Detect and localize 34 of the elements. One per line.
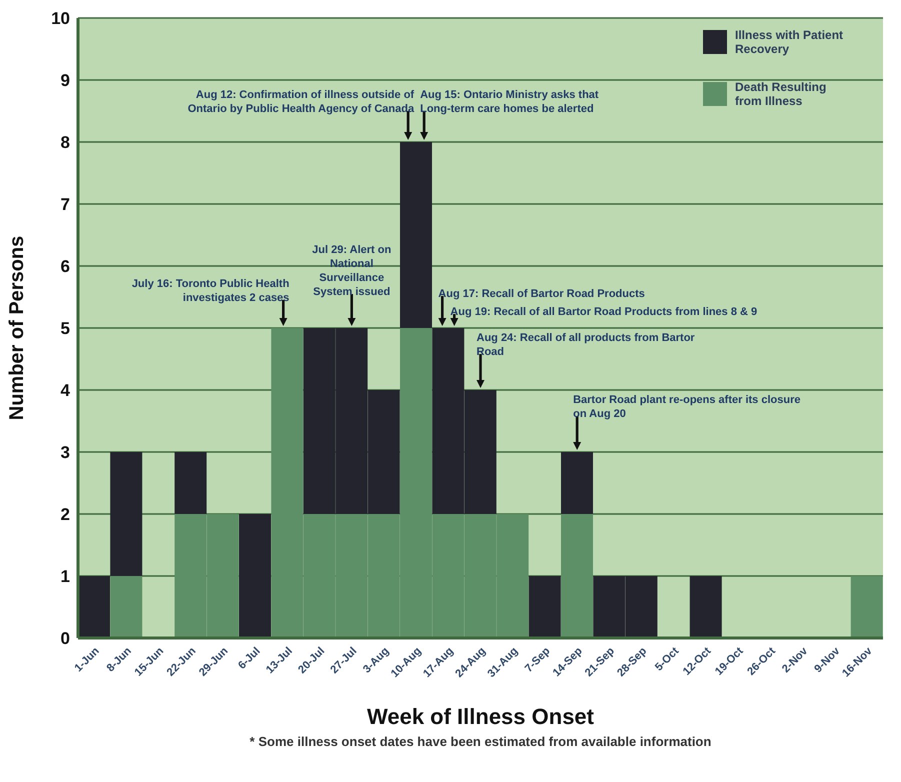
legend-label: Illness with Patient Recovery (735, 28, 844, 56)
annotation: Aug 12: Confirmation of illness outside of Ontario by Public Health Agency of Canada (186, 88, 414, 116)
bar (561, 514, 593, 638)
bar (110, 452, 142, 576)
y-tick-label: 1 (60, 567, 70, 586)
y-tick-label: 0 (60, 629, 70, 648)
y-tick-label: 2 (60, 505, 70, 524)
x-axis-title: Week of Illness Onset (366, 704, 595, 730)
annotation: July 16: Toronto Public Health investigates 2 cases (130, 277, 290, 305)
bar (400, 142, 432, 328)
annotation: Bartor Road plant re-opens after its closure on Aug 20 (573, 393, 802, 421)
bar (239, 514, 271, 638)
bar (528, 576, 561, 638)
bar (78, 576, 110, 638)
bar (561, 452, 593, 514)
annotation: Aug 19: Recall of all Bartor Road Products from lines 8 & 9 (450, 305, 758, 319)
y-tick-label: 6 (60, 257, 70, 276)
bar (690, 576, 722, 638)
annotation: Aug 24: Recall of all products from Bartor Road (476, 331, 696, 359)
bar (110, 576, 142, 638)
y-tick-label: 3 (60, 443, 70, 462)
y-tick-label: 8 (60, 133, 70, 152)
legend-label: Death Resulting from Illness (735, 80, 828, 108)
y-tick-label: 7 (60, 195, 70, 214)
y-tick-label: 10 (51, 9, 70, 28)
bar (850, 576, 883, 638)
bar (174, 452, 207, 514)
annotation: Aug 17: Recall of Bartor Road Products (438, 287, 646, 301)
annotation: Aug 15: Ontario Ministry asks that Long-term care homes be alerted (420, 88, 600, 116)
y-tick-label: 5 (60, 319, 70, 338)
y-tick-label: 4 (60, 381, 71, 400)
text: * Some illness onset dates have been estimated from available information (248, 734, 712, 749)
y-axis-title: Number of Persons (6, 236, 28, 420)
y-tick-label: 9 (60, 71, 70, 90)
